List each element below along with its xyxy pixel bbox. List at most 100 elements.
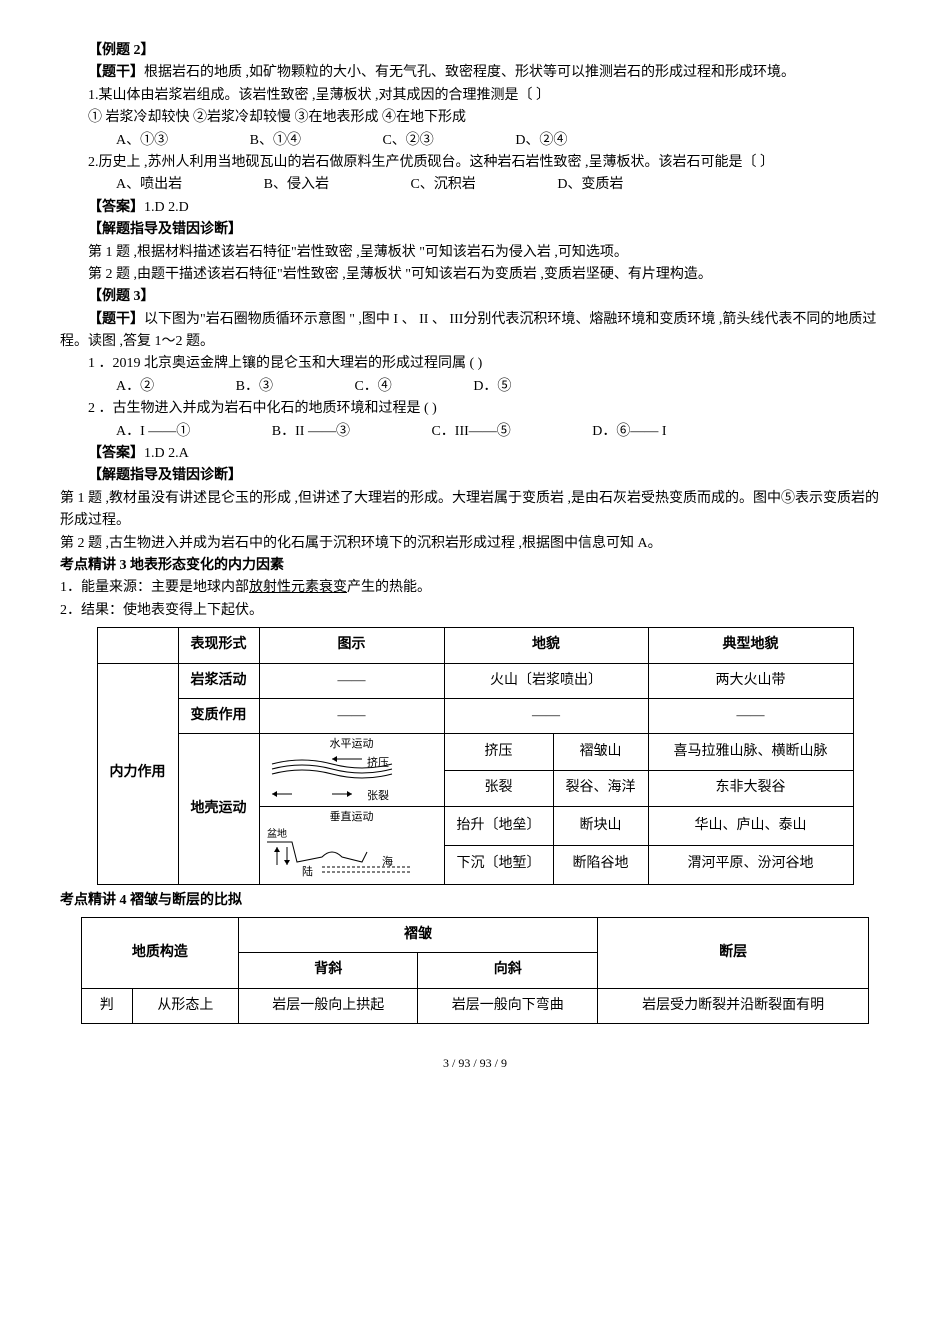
- opt-a: A．I ——①: [88, 421, 190, 443]
- stem-text: 根据岩石的地质 ,如矿物颗粒的大小、有无气孔、致密程度、形状等可以推测岩石的形成…: [144, 65, 795, 80]
- opt-b: B、①④: [222, 130, 301, 152]
- example2-answer: 【答案】1.D 2.D: [60, 197, 890, 219]
- table-row: 变质作用 —— —— ——: [97, 698, 853, 733]
- p4-h3: 断层: [597, 917, 868, 988]
- svg-text:盆地: 盆地: [267, 827, 287, 840]
- example3-q2-choices: A．I ——① B．II ——③ C．III——⑤ D．⑥—— I: [60, 421, 890, 443]
- vert-name: 垂直运动: [262, 809, 442, 827]
- line1-pre: 1．能量来源：主要是地球内部: [60, 580, 249, 595]
- example2-title: 【例题 2】: [60, 40, 890, 62]
- th-diagram: 图示: [259, 628, 444, 663]
- vert-diagram-icon: 盆地 陆 海: [262, 827, 412, 882]
- example2-stem: 【题干】根据岩石的地质 ,如矿物颗粒的大小、有无气孔、致密程度、形状等可以推测岩…: [60, 62, 890, 84]
- example3-q1-choices: A．② B．③ C．④ D．⑤: [60, 376, 890, 398]
- p4-h1: 地质构造: [81, 917, 238, 988]
- point4-title: 考点精讲 4 褶皱与断层的比拟: [60, 890, 890, 912]
- meta: 变质作用: [178, 698, 259, 733]
- opt-a: A、喷出岩: [88, 174, 182, 196]
- horiz-diagram: 水平运动 挤压 张裂: [259, 734, 444, 807]
- opt-a: A．②: [88, 376, 154, 398]
- opt-d: D、②④: [487, 130, 567, 152]
- v-r1-2: 华山、庐山、泰山: [648, 806, 853, 845]
- h-r1-1: 褶皱山: [553, 734, 648, 770]
- answer-text: 1.D 2.A: [144, 446, 189, 461]
- p4-c2: 岩层一般向下弯曲: [418, 988, 598, 1023]
- opt-c: C．III——⑤: [403, 421, 510, 443]
- example2-q1-opts: ① 岩浆冷却较快 ②岩浆冷却较慢 ③在地表形成 ④在地下形成: [60, 107, 890, 129]
- example2-explain2: 第 2 题 ,由题干描述该岩石特征"岩性致密 ,呈薄板状 "可知该岩石为变质岩 …: [60, 264, 890, 286]
- example3-title: 【例题 3】: [60, 286, 890, 308]
- th-landform: 地貌: [444, 628, 648, 663]
- meta-land: ——: [444, 698, 648, 733]
- opt-c: C、②③: [354, 130, 433, 152]
- h-r2-1: 裂谷、海洋: [553, 770, 648, 806]
- th-typical: 典型地貌: [648, 628, 853, 663]
- opt-c: C、沉积岩: [382, 174, 475, 196]
- opt-b: B．II ——③: [244, 421, 350, 443]
- horiz-diagram-icon: 挤压 张裂: [262, 754, 412, 804]
- meta-diag: ——: [259, 698, 444, 733]
- point4-table: 地质构造 褶皱 断层 背斜 向斜 判 从形态上 岩层一般向上拱起 岩层一般向下弯…: [81, 917, 870, 1024]
- opt-c: C．④: [326, 376, 391, 398]
- example3-explain-label: 【解题指导及错因诊断】: [60, 465, 890, 487]
- example2-explain-label: 【解题指导及错因诊断】: [60, 219, 890, 241]
- line1-u: 放射性元素衰变: [249, 580, 347, 595]
- p4-c3: 岩层受力断裂并沿断裂面有明: [597, 988, 868, 1023]
- opt-d: D．⑤: [445, 376, 511, 398]
- example3-explain1: 第 1 题 ,教材虽没有讲述昆仑玉的形成 ,但讲述了大理岩的形成。大理岩属于变质…: [60, 488, 890, 533]
- point3-table: 表现形式 图示 地貌 典型地貌 内力作用 岩浆活动 —— 火山〔岩浆喷出〕 两大…: [97, 627, 854, 884]
- svg-text:海: 海: [382, 854, 393, 868]
- svg-text:张裂: 张裂: [367, 789, 389, 802]
- v-r2-0: 下沉〔地堑〕: [444, 845, 553, 884]
- p4-sub1: 背斜: [238, 953, 418, 988]
- v-r1-1: 断块山: [553, 806, 648, 845]
- horiz-name: 水平运动: [262, 736, 442, 754]
- opt-d: D、变质岩: [529, 174, 623, 196]
- page-number: 3 / 93 / 93 / 9: [60, 1054, 890, 1073]
- table-row: 地壳运动 水平运动 挤压 张裂 挤压 褶皱山 喜马拉雅山脉、横断山脉: [97, 734, 853, 770]
- opt-a: A、①③: [88, 130, 168, 152]
- magma: 岩浆活动: [178, 663, 259, 698]
- force-label: 内力作用: [97, 663, 178, 884]
- magma-typ: 两大火山带: [648, 663, 853, 698]
- example2-q2-choices: A、喷出岩 B、侵入岩 C、沉积岩 D、变质岩: [60, 174, 890, 196]
- example2-q1: 1.某山体由岩浆岩组成。该岩性致密 ,呈薄板状 ,对其成因的合理推测是〔 〕: [60, 85, 890, 107]
- p4-r1: 判: [81, 988, 132, 1023]
- example2-q2: 2.历史上 ,苏州人利用当地砚瓦山的岩石做原料生产优质砚台。这种岩石岩性致密 ,…: [60, 152, 890, 174]
- answer-label: 【答案】: [88, 200, 144, 215]
- answer-label: 【答案】: [88, 446, 144, 461]
- v-r1-0: 抬升〔地垒〕: [444, 806, 553, 845]
- table-row: 判 从形态上 岩层一般向上拱起 岩层一般向下弯曲 岩层受力断裂并沿断裂面有明: [81, 988, 869, 1023]
- stem-label: 【题干】: [88, 312, 144, 327]
- magma-land: 火山〔岩浆喷出〕: [444, 663, 648, 698]
- magma-diag: ——: [259, 663, 444, 698]
- stem-label: 【题干】: [88, 65, 144, 80]
- p4-r2: 从形态上: [132, 988, 238, 1023]
- p4-h2: 褶皱: [238, 917, 597, 952]
- table-row: 内力作用 岩浆活动 —— 火山〔岩浆喷出〕 两大火山带: [97, 663, 853, 698]
- point3-line1: 1．能量来源：主要是地球内部放射性元素衰变产生的热能。: [60, 577, 890, 599]
- svg-text:挤压: 挤压: [367, 755, 389, 769]
- th-blank: [97, 628, 178, 663]
- meta-typ: ——: [648, 698, 853, 733]
- v-r2-1: 断陷谷地: [553, 845, 648, 884]
- point3-line2: 2．结果：使地表变得上下起伏。: [60, 600, 890, 622]
- example3-q1: 1 ．2019 北京奥运金牌上镶的昆仑玉和大理岩的形成过程同属 ( ): [60, 353, 890, 375]
- vert-diagram: 垂直运动 盆地 陆 海: [259, 806, 444, 884]
- point3-title: 考点精讲 3 地表形态变化的内力因素: [60, 555, 890, 577]
- stem-text: 以下图为"岩石圈物质循环示意图 " ,图中 I 、 II 、 III分别代表沉积…: [60, 312, 876, 349]
- h-r2-2: 东非大裂谷: [648, 770, 853, 806]
- crust: 地壳运动: [178, 734, 259, 884]
- table-row: 表现形式 图示 地貌 典型地貌: [97, 628, 853, 663]
- example3-stem: 【题干】以下图为"岩石圈物质循环示意图 " ,图中 I 、 II 、 III分别…: [60, 309, 890, 354]
- example2-explain1: 第 1 题 ,根据材料描述该岩石特征"岩性致密 ,呈薄板状 "可知该岩石为侵入岩…: [60, 242, 890, 264]
- h-r2-0: 张裂: [444, 770, 553, 806]
- table-row: 地质构造 褶皱 断层: [81, 917, 869, 952]
- th-form: 表现形式: [178, 628, 259, 663]
- v-r2-2: 渭河平原、汾河谷地: [648, 845, 853, 884]
- opt-b: B．③: [208, 376, 273, 398]
- svg-text:陆: 陆: [302, 864, 313, 878]
- example3-explain2: 第 2 题 ,古生物进入并成为岩石中的化石属于沉积环境下的沉积岩形成过程 ,根据…: [60, 533, 890, 555]
- line1-post: 产生的热能。: [347, 580, 431, 595]
- p4-sub2: 向斜: [418, 953, 598, 988]
